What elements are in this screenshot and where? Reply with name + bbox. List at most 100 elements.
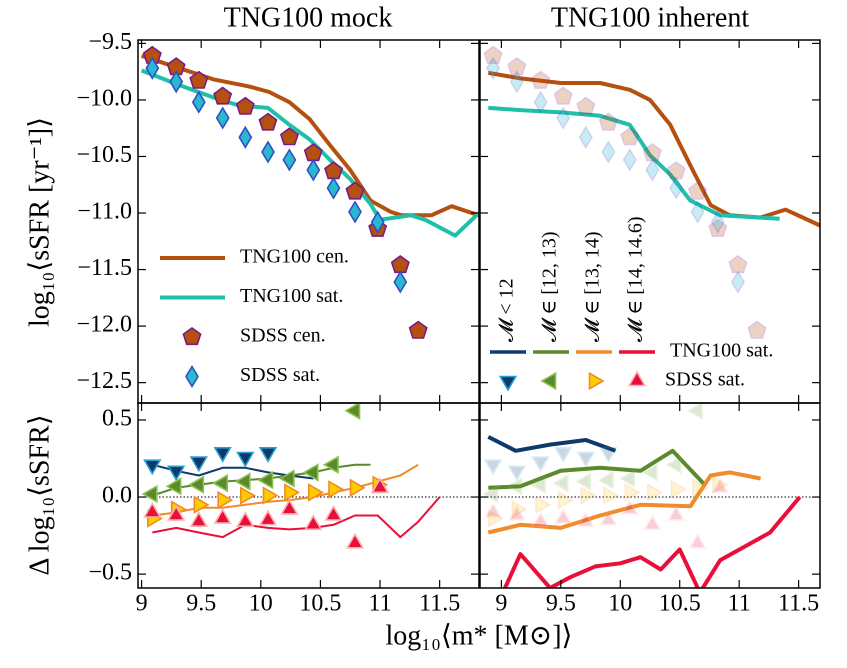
- y-tick-label: −11.5: [77, 255, 132, 281]
- marker: [535, 495, 552, 514]
- marker: [307, 483, 324, 502]
- x-tick-label: 10: [608, 591, 632, 617]
- marker: [169, 70, 184, 94]
- marker: [349, 478, 366, 497]
- marker: [669, 176, 684, 200]
- legend-marker: [182, 327, 202, 346]
- marker: [240, 486, 256, 505]
- marker: [645, 158, 660, 182]
- marker: [531, 456, 550, 473]
- legend-label: 𝓜 ∈ [12, 13): [539, 231, 561, 342]
- legend-label: 𝓜 ∈ [13, 14): [582, 231, 604, 342]
- marker: [687, 403, 703, 420]
- x-tick-label: 10.5: [659, 591, 701, 617]
- plot-area: [483, 45, 820, 339]
- line: [152, 496, 441, 539]
- marker: [486, 56, 501, 80]
- marker: [304, 514, 323, 531]
- marker: [747, 320, 767, 339]
- plot-area: [140, 45, 479, 339]
- y-tick-label: −12.0: [76, 312, 132, 338]
- marker: [188, 475, 205, 494]
- marker: [643, 514, 662, 531]
- y-axis-label: log₁₀⟨sSFR [yr⁻¹]⟩: [24, 117, 55, 327]
- marker: [598, 112, 618, 131]
- marker: [189, 511, 208, 528]
- marker: [580, 486, 597, 505]
- legend-label: SDSS cen.: [240, 325, 326, 347]
- y-tick-label: −0.5: [88, 560, 132, 586]
- marker: [731, 270, 745, 294]
- y-tick-label: −9.5: [88, 29, 132, 55]
- marker: [578, 125, 593, 149]
- marker: [217, 490, 234, 510]
- marker: [619, 469, 636, 488]
- marker: [533, 90, 548, 114]
- marker: [620, 498, 639, 515]
- marker: [688, 532, 707, 549]
- marker: [326, 176, 341, 200]
- legend-marker: [540, 371, 557, 391]
- plot-area: [138, 403, 479, 549]
- marker: [552, 474, 569, 493]
- marker: [603, 486, 619, 505]
- marker: [370, 210, 385, 234]
- marker: [306, 158, 321, 182]
- marker: [145, 56, 160, 80]
- marker: [344, 403, 361, 420]
- marker: [262, 486, 279, 505]
- legend-label: 𝓜 < 12: [496, 278, 518, 342]
- y-axis-label: Δ log₁₀⟨sSFR⟩: [24, 414, 55, 575]
- marker: [280, 498, 299, 515]
- marker: [302, 463, 319, 482]
- marker: [599, 509, 618, 526]
- legend-marker: [588, 371, 605, 391]
- marker: [213, 507, 232, 524]
- marker: [530, 475, 546, 494]
- marker: [531, 70, 551, 89]
- marker: [282, 148, 297, 172]
- marker: [408, 320, 428, 339]
- marker: [647, 483, 663, 502]
- legend-label: SDSS sat.: [665, 369, 745, 391]
- marker: [690, 200, 705, 224]
- y-tick-label: 0.5: [102, 405, 132, 431]
- marker: [236, 511, 255, 528]
- line: [488, 105, 780, 221]
- marker: [728, 255, 748, 274]
- x-tick-label: 11: [368, 591, 391, 617]
- panel-title: TNG100 mock: [224, 2, 393, 33]
- marker: [708, 218, 728, 237]
- y-tick-label: −10.0: [76, 85, 132, 111]
- marker: [141, 484, 158, 504]
- marker: [575, 472, 592, 491]
- marker: [557, 490, 574, 510]
- y-tick-label: −11.0: [77, 199, 132, 225]
- marker: [189, 70, 209, 89]
- marker: [257, 470, 274, 490]
- x-tick-label: 10: [249, 591, 273, 617]
- marker: [688, 181, 708, 200]
- marker: [576, 451, 595, 468]
- x-tick-label: 9.5: [186, 591, 216, 617]
- marker: [212, 474, 228, 493]
- marker: [642, 143, 662, 162]
- marker: [278, 469, 295, 488]
- marker: [258, 112, 278, 131]
- marker: [189, 456, 208, 473]
- x-axis-label: log₁₀⟨m* [M⊙]⟩: [386, 620, 573, 651]
- x-tick-label: 9.5: [546, 591, 576, 617]
- y-tick-label: −10.5: [76, 142, 132, 168]
- marker: [507, 57, 527, 76]
- marker: [599, 446, 618, 463]
- frame: [479, 402, 821, 589]
- marker: [483, 501, 503, 518]
- x-tick-label: 11.5: [778, 591, 819, 617]
- marker: [167, 504, 186, 521]
- marker: [487, 509, 504, 528]
- marker: [666, 161, 686, 180]
- marker: [261, 140, 275, 164]
- line: [140, 53, 479, 218]
- marker: [692, 478, 709, 497]
- line: [487, 435, 617, 453]
